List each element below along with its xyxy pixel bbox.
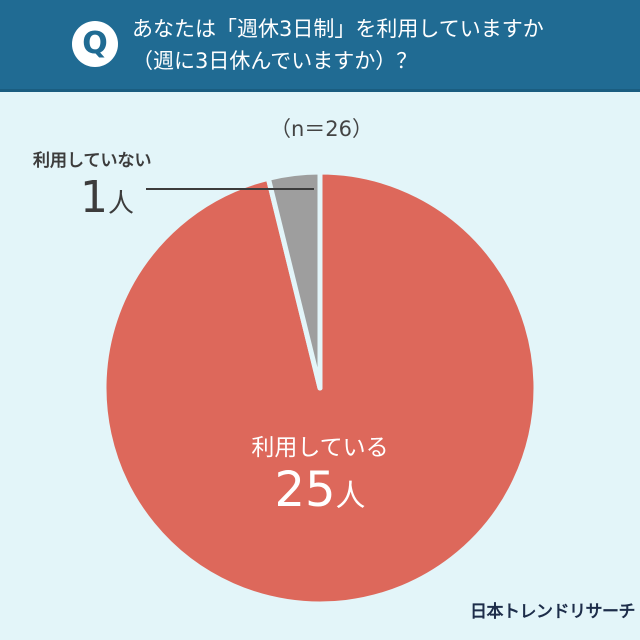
sample-size-label: （n＝26）	[270, 117, 374, 141]
not-using-label: 利用していない	[33, 151, 152, 171]
using-label: 利用している	[251, 435, 389, 461]
not-using-count: 1人	[80, 172, 134, 223]
question-line-1: あなたは「週休3日制」を利用していますか	[132, 17, 544, 41]
brand-logo: 日本トレンドリサーチ	[470, 602, 636, 622]
question-header: Q あなたは「週休3日制」を利用していますか （週に3日休んでいますか）？	[0, 0, 640, 92]
pie-slice-1	[265, 169, 323, 391]
using-count-number: 25	[274, 462, 336, 518]
not-using-count-number: 1	[80, 172, 108, 223]
question-title: あなたは「週休3日制」を利用していますか （週に3日休んでいますか）？	[132, 13, 544, 77]
question-line-2: （週に3日休んでいますか）？	[132, 49, 418, 73]
using-count-unit: 人	[335, 479, 366, 514]
q-badge-icon: Q	[72, 21, 118, 67]
not-using-count-unit: 人	[108, 189, 135, 219]
using-count: 25人	[0, 462, 640, 518]
leader-line	[146, 188, 314, 190]
